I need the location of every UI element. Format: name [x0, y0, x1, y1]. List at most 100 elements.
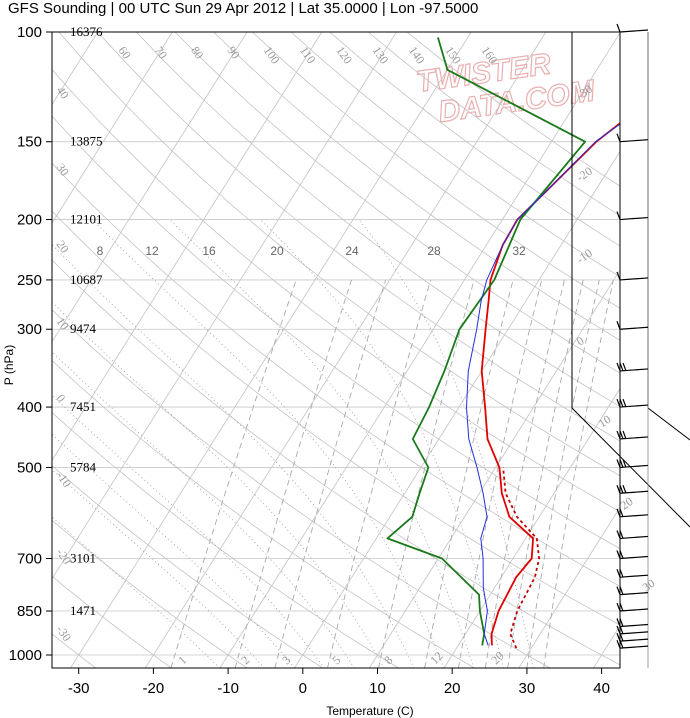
wind-barb-flag	[619, 632, 624, 642]
dry-adiabat	[52, 411, 400, 668]
isotherm	[52, 32, 173, 224]
wind-barb	[616, 430, 649, 440]
height-label: 5784	[70, 459, 97, 474]
mixing-ratio-line	[484, 279, 565, 668]
mixing-ratio-line	[424, 279, 514, 668]
wind-barb-staff	[619, 638, 649, 642]
moist-adiabat	[52, 243, 415, 668]
isotherm-label: 30	[640, 576, 658, 594]
mixing-ratio-label: 20	[488, 649, 506, 667]
wind-barb-flag	[616, 632, 621, 642]
wind-barb-staff	[619, 277, 649, 281]
wind-barb-flag	[619, 398, 624, 408]
mixing-ratio-line	[507, 279, 584, 668]
wind-barb-staff	[619, 623, 649, 628]
wind-barb-flag	[616, 508, 621, 517]
wind-barb-flag	[622, 430, 627, 440]
isotherm-label: 80	[188, 44, 206, 62]
dry-adiabat	[52, 360, 475, 668]
y-tick-label: 150	[17, 134, 42, 151]
wind-barb-staff	[619, 326, 649, 330]
wind-barb-flag	[616, 625, 621, 635]
isotherm-label: 110	[297, 44, 319, 66]
wind-barb-flag	[619, 362, 624, 372]
height-label: 3101	[70, 550, 96, 565]
dry-adiabat	[52, 68, 620, 513]
wind-barb	[616, 133, 649, 143]
dry-adiabat	[213, 32, 620, 341]
isotherm	[219, 32, 620, 668]
wind-barb-flag	[622, 398, 627, 408]
wind-barb-flag	[622, 459, 627, 468]
moist-adiabat	[260, 219, 505, 668]
wind-barb	[616, 362, 649, 372]
wind-barb-flag	[616, 618, 621, 627]
wind-barb-flag	[616, 568, 621, 578]
wind-barb	[616, 508, 649, 518]
mixing-ratio-line	[378, 279, 475, 668]
wind-barb-flag	[619, 508, 624, 517]
wind-barb-flag	[616, 321, 621, 330]
wind-barb-staff	[619, 490, 649, 494]
dry-adiabat	[251, 32, 620, 309]
wind-barb-flag	[616, 271, 621, 281]
y-tick-label: 300	[17, 321, 42, 338]
wind-barb-flag	[616, 602, 621, 612]
x-tick-label: 20	[444, 680, 461, 697]
temperature-line	[480, 122, 620, 646]
wind-barb-flag	[616, 639, 621, 649]
mixing-ratio-label: 32	[512, 244, 526, 258]
wind-barb-flag	[616, 362, 621, 372]
isotherm	[52, 32, 248, 343]
dry-adiabat	[52, 162, 620, 587]
dry-adiabat	[135, 32, 620, 408]
height-label: 1471	[70, 603, 96, 618]
height-label: 9474	[70, 321, 97, 336]
wind-barb-staff	[619, 464, 649, 469]
wind-barb-flag	[619, 550, 624, 559]
dry-adiabat	[97, 32, 620, 442]
isotherm	[144, 32, 547, 668]
y-tick-label: 250	[17, 272, 42, 289]
height-label: 10687	[70, 272, 103, 287]
dry-adiabat	[52, 575, 172, 668]
isotherm	[518, 506, 620, 668]
isotherm-label: 0	[54, 392, 69, 405]
isotherm	[443, 387, 620, 668]
virtual-temperature-line	[502, 467, 540, 649]
isotherm-label: 100	[261, 44, 283, 67]
dry-adiabat	[58, 32, 620, 477]
mixing-ratio-label: 12	[427, 649, 445, 667]
wind-barb-flag	[616, 133, 621, 142]
moist-adiabat	[52, 351, 355, 668]
isotherm-label: 30	[54, 161, 72, 179]
barb-panel-border	[571, 32, 690, 528]
y-tick-label: 100	[17, 24, 42, 41]
wind-barb	[616, 568, 649, 578]
wind-barb-staff	[619, 574, 649, 578]
x-tick-label: -20	[143, 680, 165, 697]
wind-barb	[616, 602, 649, 612]
wind-barb-flag	[619, 568, 624, 578]
x-tick-label: -30	[68, 680, 90, 697]
wind-barb-staff	[619, 29, 649, 33]
y-tick-label: 1000	[9, 647, 42, 664]
wind-barb-staff	[619, 436, 649, 440]
isotherm	[70, 32, 472, 668]
wind-barb-flag	[622, 362, 627, 372]
x-tick-label: 40	[593, 680, 610, 697]
chart-title: GFS Sounding | 00 UTC Sun 29 Apr 2012 | …	[8, 0, 479, 17]
wind-barb	[616, 23, 649, 33]
mixing-ratio-label: 12	[145, 244, 159, 258]
wind-barb-staff	[619, 368, 649, 372]
wind-barb	[616, 485, 649, 494]
wind-barb-staff	[619, 555, 649, 560]
dry-adiabat	[52, 259, 620, 666]
wind-barb	[616, 618, 649, 628]
wind-barb	[616, 530, 649, 540]
y-axis-label: P (hPa)	[2, 345, 16, 385]
x-axis-label: Temperature (C)	[326, 704, 413, 718]
wind-barb-flag	[619, 625, 624, 635]
y-tick-label: 850	[17, 603, 42, 620]
wind-barb-flag	[616, 211, 621, 220]
